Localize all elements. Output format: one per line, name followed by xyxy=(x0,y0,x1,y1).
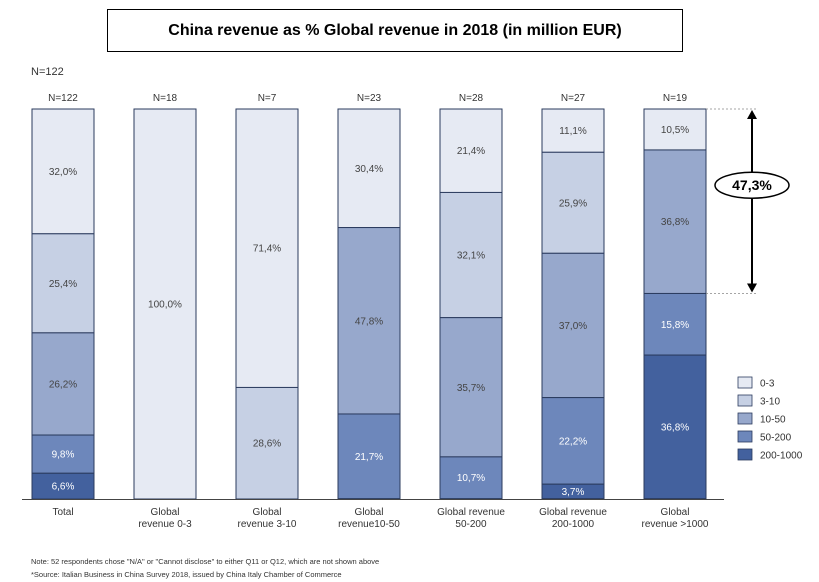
arrow-head-down xyxy=(747,283,757,292)
data-label: 10,5% xyxy=(661,125,689,136)
data-label: 30,4% xyxy=(355,164,383,175)
legend-swatch xyxy=(738,449,752,460)
data-label: 36,8% xyxy=(661,422,689,433)
category-label: Global xyxy=(661,507,690,518)
legend-swatch xyxy=(738,431,752,442)
category-label: revenue 0-3 xyxy=(138,519,192,530)
data-label: 28,6% xyxy=(253,439,281,450)
data-label: 36,8% xyxy=(661,217,689,228)
n-label: N=28 xyxy=(459,93,484,104)
data-label: 32,0% xyxy=(49,167,77,178)
category-label: 50-200 xyxy=(455,519,487,530)
footnote-note: Note: 52 respondents chose "N/A" or "Can… xyxy=(31,557,379,566)
n-label: N=27 xyxy=(561,93,586,104)
legend-label: 3-10 xyxy=(760,397,780,408)
arrow-head-up xyxy=(747,110,757,119)
data-label: 35,7% xyxy=(457,383,485,394)
legend-swatch xyxy=(738,377,752,388)
data-label: 71,4% xyxy=(253,244,281,255)
annotation-label: 47,3% xyxy=(732,177,772,193)
data-label: 21,4% xyxy=(457,146,485,157)
legend-swatch xyxy=(738,413,752,424)
category-label: Global xyxy=(253,507,282,518)
data-label: 3,7% xyxy=(562,487,585,498)
n-label: N=18 xyxy=(153,93,178,104)
category-label: revenue10-50 xyxy=(338,519,400,530)
data-label: 15,8% xyxy=(661,320,689,331)
category-label: Global xyxy=(151,507,180,518)
category-label: Global revenue xyxy=(437,507,505,518)
data-label: 9,8% xyxy=(52,450,75,461)
n-label: N=122 xyxy=(48,93,78,104)
category-label: Global revenue xyxy=(539,507,607,518)
data-label: 47,8% xyxy=(355,316,383,327)
data-label: 25,9% xyxy=(559,198,587,209)
data-label: 32,1% xyxy=(457,251,485,262)
data-label: 11,1% xyxy=(559,126,587,137)
data-label: 21,7% xyxy=(355,452,383,463)
legend-label: 50-200 xyxy=(760,433,792,444)
data-label: 25,4% xyxy=(49,279,77,290)
data-label: 26,2% xyxy=(49,379,77,390)
data-label: 100,0% xyxy=(148,300,182,311)
n-label: N=23 xyxy=(357,93,382,104)
n-label: N=7 xyxy=(258,93,277,104)
category-label: 200-1000 xyxy=(552,519,595,530)
category-label: Total xyxy=(52,507,73,518)
category-label: Global xyxy=(355,507,384,518)
data-label: 22,2% xyxy=(559,436,587,447)
category-label: revenue >1000 xyxy=(641,519,708,530)
data-label: 37,0% xyxy=(559,321,587,332)
footnote-source: *Source: Italian Business in China Surve… xyxy=(31,570,342,579)
data-label: 10,7% xyxy=(457,473,485,484)
data-label: 6,6% xyxy=(52,482,75,493)
legend-label: 200-1000 xyxy=(760,451,803,462)
legend-label: 10-50 xyxy=(760,415,786,426)
legend-label: 0-3 xyxy=(760,379,775,390)
n-label: N=19 xyxy=(663,93,688,104)
legend-swatch xyxy=(738,395,752,406)
category-label: revenue 3-10 xyxy=(238,519,297,530)
